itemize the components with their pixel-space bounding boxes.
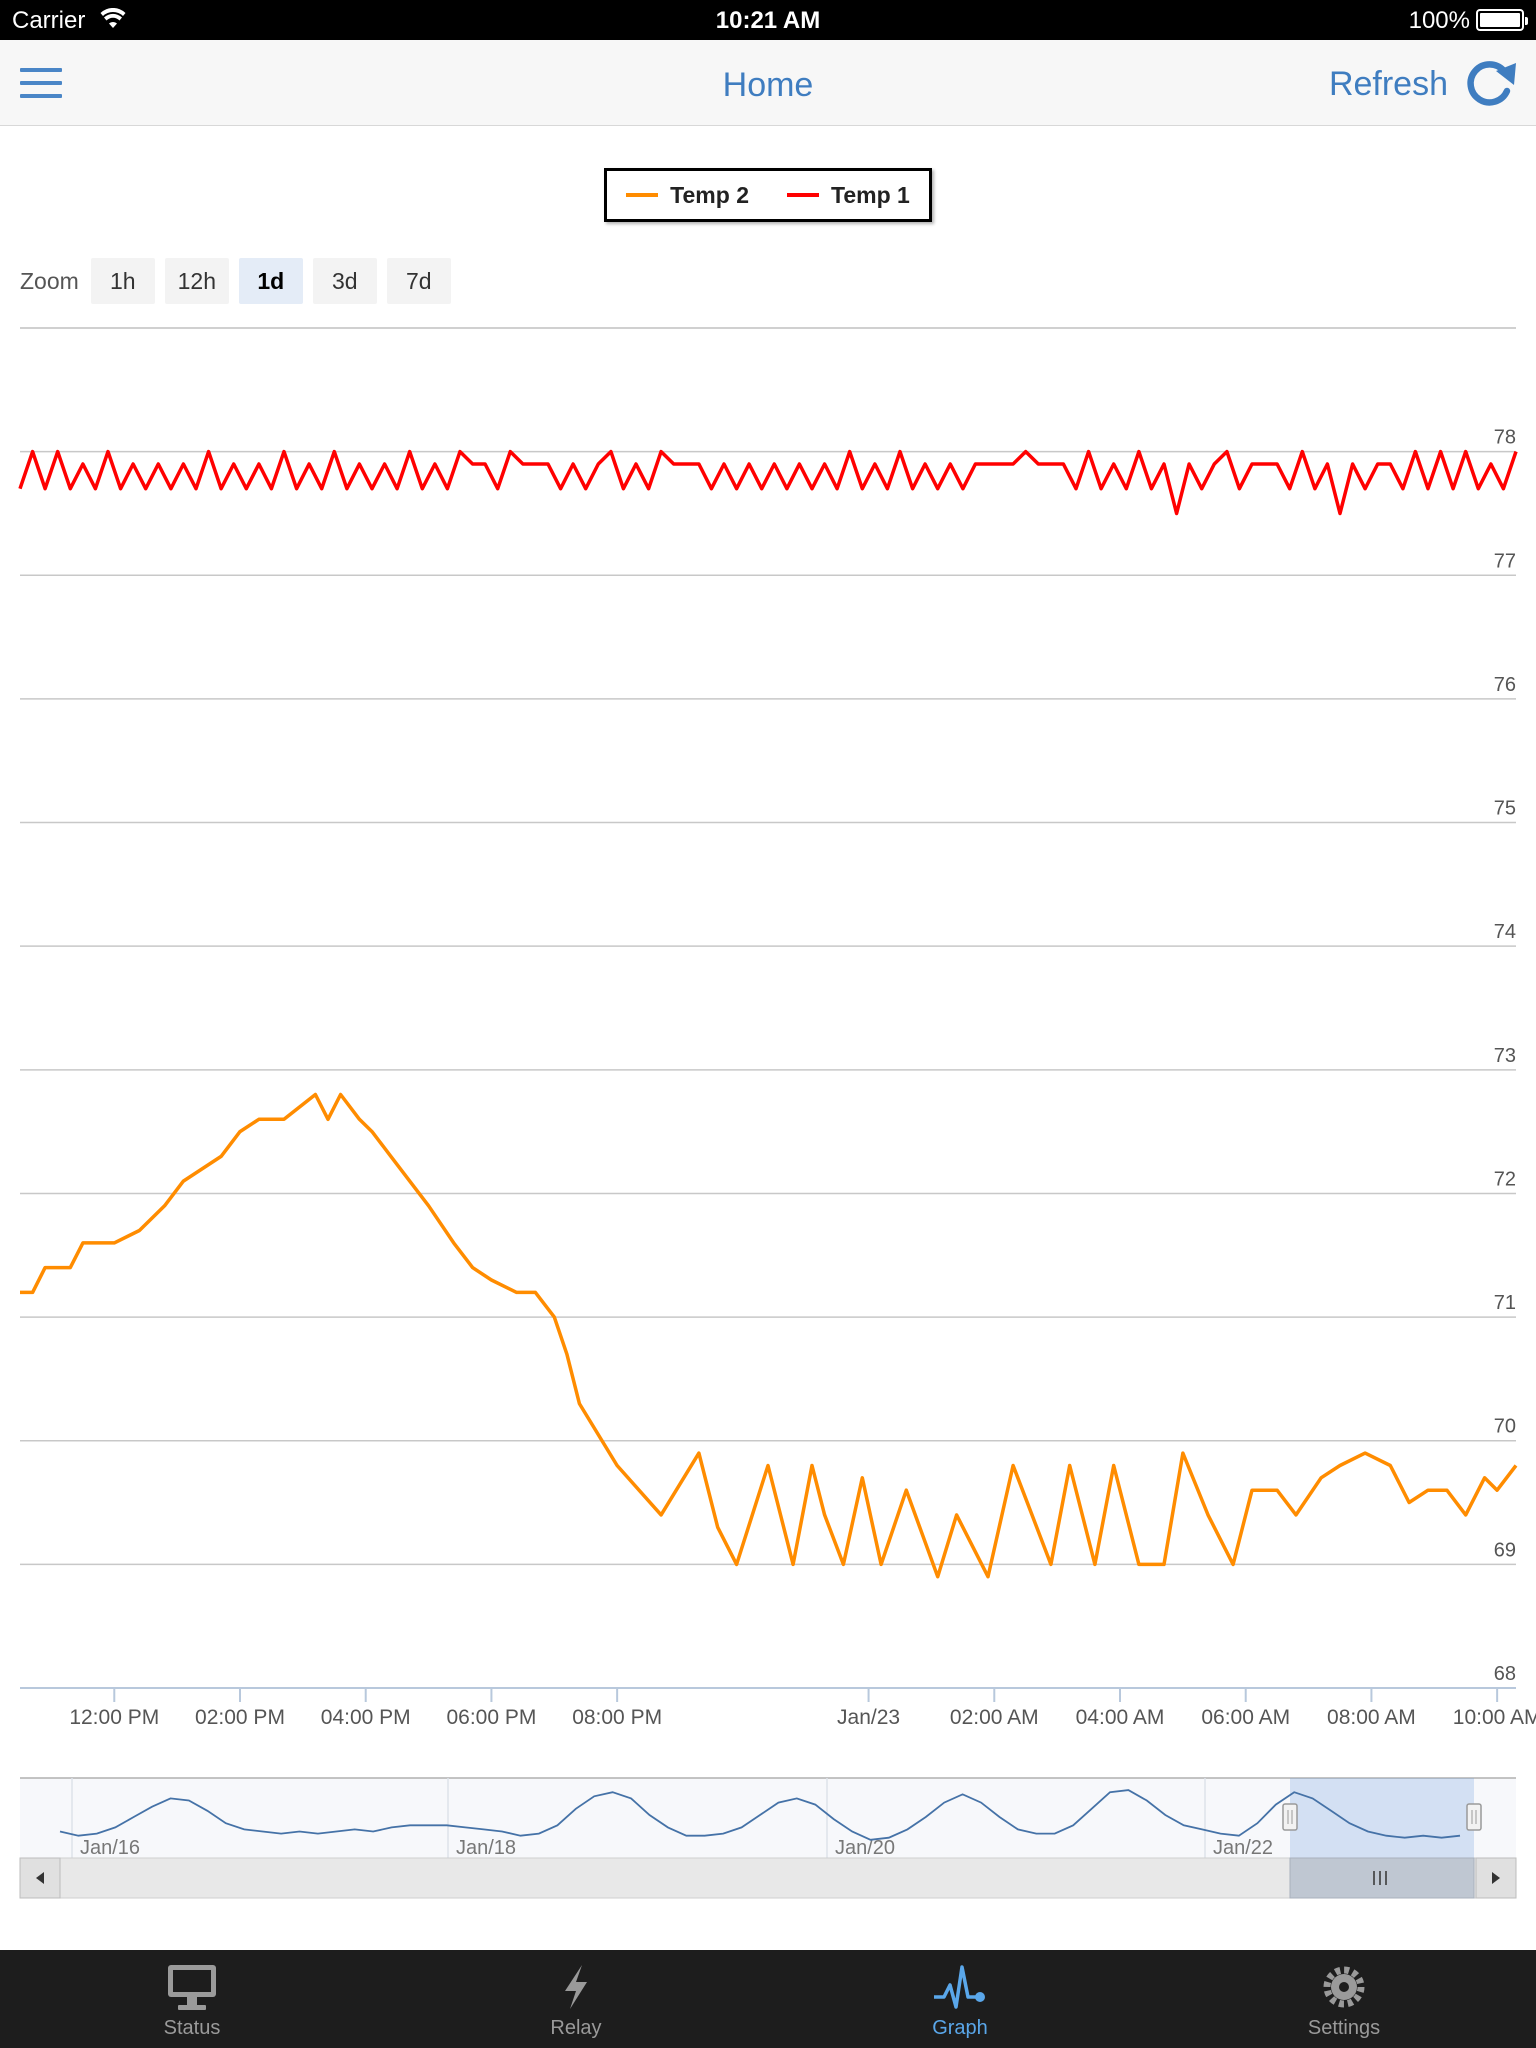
tab-label-relay: Relay (550, 2017, 602, 2039)
refresh-icon (1467, 61, 1516, 106)
y-tick-label: 73 (1494, 1045, 1516, 1067)
scroll-right-arrow-icon (1492, 1872, 1500, 1884)
bolt-icon (565, 1965, 587, 2009)
y-tick-label: 75 (1494, 798, 1516, 820)
temperature-chart: 68 69 70 71 72 73 74 75 76 77 78 12:00 PM 02:00 PM 04… (18, 327, 1536, 1899)
graph-pulse-icon (934, 1965, 985, 2009)
y-tick-label: 74 (1494, 921, 1516, 943)
y-tick-label: 70 (1494, 1416, 1516, 1438)
navigator-selected-range (1290, 1778, 1474, 1858)
x-tick-label: 08:00 PM (572, 1706, 662, 1729)
tab-bar: Status Relay Graph Settings (0, 1950, 1536, 2048)
legend-swatch-temp-2 (626, 193, 659, 197)
navigator-date-label: Jan/16 (80, 1837, 140, 1859)
tab-settings[interactable]: Settings (1152, 1950, 1536, 2048)
series-line-temp-2 (20, 1092, 1518, 1579)
zoom-button-12h[interactable]: 12h (164, 258, 229, 304)
x-tick-label: Jan/23 (837, 1706, 900, 1729)
x-tick-label: 02:00 PM (195, 1706, 285, 1729)
zoom-selector: Zoom 1h 12h 1d 3d 7d (20, 258, 461, 304)
y-tick-label: 77 (1494, 550, 1516, 572)
navigator-date-label: Jan/20 (835, 1837, 895, 1859)
zoom-button-7d[interactable]: 7d (386, 258, 451, 304)
x-tick-label: 04:00 PM (321, 1706, 411, 1729)
hamburger-menu-icon[interactable] (20, 68, 62, 100)
tab-label-graph: Graph (932, 2017, 988, 2039)
monitor-icon (168, 1965, 216, 2010)
x-tick-label: 04:00 AM (1076, 1706, 1165, 1729)
x-tick-label: 12:00 PM (69, 1706, 159, 1729)
zoom-button-1d[interactable]: 1d (238, 258, 303, 304)
navigator-right-handle[interactable] (1466, 1803, 1482, 1831)
tab-relay[interactable]: Relay (384, 1950, 768, 2048)
navigator-date-label: Jan/22 (1213, 1837, 1273, 1859)
tab-label-status: Status (163, 2017, 221, 2039)
x-tick-label: 10:00 AM (1453, 1706, 1536, 1729)
navigator-scrollbar-track (19, 1857, 1517, 1899)
legend-label-temp-1: Temp 1 (831, 181, 910, 208)
legend-item-temp-1[interactable]: Temp 1 (787, 182, 910, 209)
legend-item-temp-2[interactable]: Temp 2 (626, 182, 749, 209)
refresh-label: Refresh (1328, 64, 1448, 103)
tab-graph[interactable]: Graph (768, 1950, 1152, 2048)
navigator-background (20, 1778, 1516, 1858)
refresh-button[interactable]: Refresh (1329, 54, 1518, 114)
zoom-label: Zoom (20, 267, 79, 294)
y-tick-label: 69 (1494, 1539, 1516, 1561)
x-tick-label: 08:00 AM (1327, 1706, 1416, 1729)
battery-icon (1476, 9, 1528, 31)
series-line-temp-1 (18, 449, 1518, 516)
wifi-icon (100, 8, 126, 28)
legend-label-temp-2: Temp 2 (670, 181, 749, 208)
y-tick-label: 68 (1494, 1663, 1516, 1685)
x-tick-label: 06:00 PM (446, 1706, 536, 1729)
tab-status[interactable]: Status (0, 1950, 384, 2048)
carrier-label: Carrier (12, 7, 86, 34)
status-bar: Carrier 10:21 AM 100% (0, 0, 1536, 40)
x-tick-label: 02:00 AM (950, 1706, 1039, 1729)
y-tick-label: 78 (1494, 427, 1516, 449)
gear-icon (1323, 1966, 1365, 2008)
page-title: Home (722, 66, 814, 104)
navigator-date-label: Jan/18 (456, 1837, 516, 1859)
legend-swatch-temp-1 (787, 193, 819, 197)
tab-label-settings: Settings (1307, 2017, 1381, 2039)
scroll-left-arrow-icon (36, 1872, 44, 1884)
zoom-button-1h[interactable]: 1h (90, 258, 155, 304)
navigator-series-line (59, 1789, 1461, 1841)
clock: 10:21 AM (715, 7, 821, 34)
x-tick-label: 06:00 AM (1201, 1706, 1290, 1729)
navigator-left-handle[interactable] (1282, 1803, 1298, 1831)
y-tick-label: 71 (1494, 1292, 1516, 1314)
battery-percentage: 100% (1408, 7, 1470, 34)
zoom-button-3d[interactable]: 3d (312, 258, 377, 304)
navigator-scrollbar-thumb[interactable] (1289, 1857, 1475, 1899)
y-tick-label: 76 (1494, 674, 1516, 696)
y-tick-label: 72 (1494, 1168, 1516, 1190)
chart-legend: Temp 2 Temp 1 (604, 168, 932, 222)
navigation-bar: Home Refresh (0, 40, 1536, 126)
